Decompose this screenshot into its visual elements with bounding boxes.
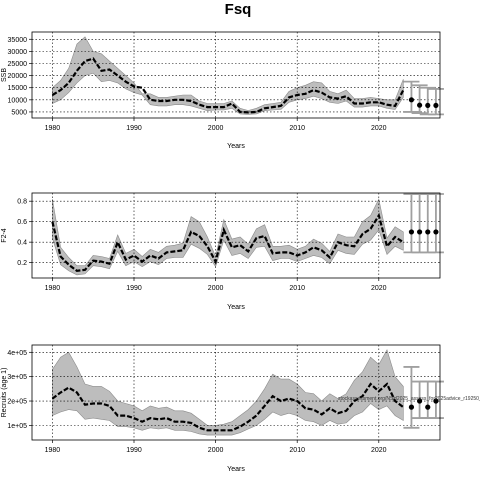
x-tick-label: 2010 (289, 285, 305, 292)
panel-ssb: 1980 1990 2000 2010 2020 5000 10000 15000 20000 2… (1, 31, 444, 150)
y-axis-title: SSB (1, 68, 8, 82)
panel-recruits: 1980 1990 2000 2010 2020 1e+05 2e+05 3e+05 4e+05… (1, 344, 480, 473)
x-axis-title: Years (227, 143, 245, 150)
y-tick-label: 5000 (11, 109, 27, 116)
y-tick-label: 10000 (8, 97, 28, 104)
source-annotation: stockassessment.org/NSH2025_assess_for20… (338, 396, 480, 402)
forecast-point (408, 97, 415, 103)
forecast-point (408, 404, 415, 410)
x-tick-label: 1980 (45, 447, 61, 454)
confidence-band (52, 349, 404, 436)
panel-fbar: 1980 1990 2000 2010 2020 0.2 0.4 0.6 0.8 Years F2-… (1, 192, 444, 311)
x-tick-label: 2000 (208, 447, 224, 454)
x-tick-label: 2020 (371, 125, 387, 132)
forecast-point (417, 102, 423, 108)
y-tick-label: 15000 (8, 85, 28, 92)
forecast-point (433, 102, 439, 109)
y-axis-title: Recruits (age 1) (1, 368, 8, 418)
y-tick-label: 0.4 (17, 240, 27, 247)
x-tick-label: 1990 (126, 447, 142, 454)
forecast-point (417, 398, 423, 404)
y-tick-label: 30000 (8, 49, 28, 56)
y-tick-label: 0.8 (17, 199, 27, 206)
forecast-point (408, 229, 415, 235)
y-axis-title: F2-4 (1, 228, 8, 243)
median-line (51, 57, 405, 114)
y-tick-label: 4e+05 (7, 350, 27, 357)
forecast-point (433, 229, 439, 235)
x-axis-title: Years (227, 466, 245, 473)
x-tick-label: 2010 (289, 125, 305, 132)
confidence-band (52, 36, 404, 115)
x-tick-label: 1980 (45, 285, 61, 292)
plot-frame (31, 344, 441, 441)
y-tick-label: 0.6 (17, 219, 27, 226)
y-tick-label: 20000 (8, 73, 28, 80)
x-axis-title: Years (227, 304, 245, 311)
x-tick-label: 2020 (371, 447, 387, 454)
forecast-point (433, 398, 439, 404)
forecast-point (417, 229, 423, 235)
y-tick-label: 2e+05 (7, 399, 27, 406)
x-tick-label: 2010 (289, 447, 305, 454)
y-tick-label: 0.2 (17, 260, 27, 267)
y-tick-label: 35000 (8, 37, 28, 44)
median-line (51, 382, 404, 432)
x-tick-label: 1980 (45, 125, 61, 132)
median-line (51, 212, 404, 272)
forecast-point (425, 404, 431, 410)
x-tick-label: 1990 (126, 285, 142, 292)
y-tick-label: 1e+05 (7, 423, 27, 430)
x-tick-label: 1990 (126, 125, 142, 132)
forecast-point (425, 102, 431, 109)
y-tick-label: 25000 (8, 61, 28, 68)
x-tick-label: 2000 (208, 285, 224, 292)
x-tick-label: 2000 (208, 125, 224, 132)
plot-frame (31, 31, 441, 119)
plot-frame (31, 192, 441, 279)
figure-title: Fsq (225, 1, 252, 18)
forecast-point (425, 229, 431, 235)
y-tick-label: 3e+05 (7, 374, 27, 381)
x-tick-label: 2020 (371, 285, 387, 292)
